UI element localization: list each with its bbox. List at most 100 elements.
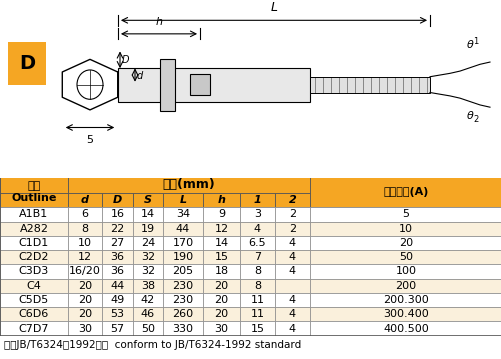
Text: 18: 18	[214, 266, 228, 276]
Bar	[275, 264, 310, 279]
Bar	[275, 250, 310, 264]
Bar	[102, 321, 133, 336]
Bar	[239, 222, 275, 236]
Text: 230: 230	[172, 281, 193, 291]
Text: L: L	[179, 195, 186, 205]
Bar	[163, 264, 202, 279]
Bar	[102, 293, 133, 307]
Bar	[68, 250, 102, 264]
Text: C4: C4	[27, 281, 42, 291]
Bar	[275, 321, 310, 336]
Bar	[0, 264, 68, 279]
Bar	[0, 307, 68, 321]
Text: C7D7: C7D7	[19, 323, 49, 334]
Text: 12: 12	[78, 252, 92, 262]
Text: 15: 15	[250, 323, 264, 334]
Bar	[202, 307, 239, 321]
Text: 8: 8	[254, 266, 261, 276]
Text: 330: 330	[172, 323, 193, 334]
Text: 205: 205	[172, 266, 193, 276]
Bar	[102, 264, 133, 279]
Text: 230: 230	[172, 295, 193, 305]
Text: D: D	[113, 195, 122, 205]
Text: A282: A282	[20, 224, 49, 234]
Text: 5: 5	[86, 135, 93, 145]
Text: 7: 7	[254, 252, 261, 262]
Bar	[189, 74, 209, 95]
Text: d: d	[81, 195, 89, 205]
Bar	[133, 222, 163, 236]
Text: 適用電流(A): 適用電流(A)	[383, 187, 428, 197]
Bar	[239, 307, 275, 321]
Bar	[68, 236, 102, 250]
Bar	[133, 250, 163, 264]
Text: 1: 1	[472, 37, 477, 46]
Text: 46: 46	[141, 309, 155, 319]
Text: θ: θ	[466, 40, 472, 50]
Bar	[310, 177, 501, 207]
Text: C3D3: C3D3	[19, 266, 49, 276]
Text: 44: 44	[175, 224, 190, 234]
Text: 400.500: 400.500	[382, 323, 428, 334]
Bar	[163, 207, 202, 222]
Bar	[0, 207, 68, 222]
Bar	[68, 207, 102, 222]
Text: 6: 6	[81, 209, 88, 219]
Text: 4: 4	[289, 266, 296, 276]
Text: 19: 19	[141, 224, 155, 234]
Bar	[0, 193, 68, 207]
Bar	[133, 321, 163, 336]
Bar	[133, 293, 163, 307]
Bar	[102, 307, 133, 321]
Bar	[118, 68, 310, 102]
Bar	[68, 222, 102, 236]
Bar	[0, 222, 68, 236]
Text: 24: 24	[141, 238, 155, 248]
Text: 36: 36	[110, 266, 124, 276]
Text: 20: 20	[214, 281, 228, 291]
Bar	[275, 279, 310, 293]
Bar	[0, 279, 68, 293]
Bar	[0, 160, 68, 193]
Bar	[102, 279, 133, 293]
Text: C6D6: C6D6	[19, 309, 49, 319]
Bar	[68, 293, 102, 307]
Bar	[239, 250, 275, 264]
Text: 11: 11	[250, 295, 264, 305]
Bar	[163, 222, 202, 236]
Bar	[102, 236, 133, 250]
Bar	[275, 307, 310, 321]
Text: θ: θ	[466, 111, 472, 121]
Bar	[310, 250, 501, 264]
Text: h: h	[155, 17, 162, 27]
Text: 1: 1	[253, 195, 261, 205]
Text: D: D	[122, 55, 129, 65]
Bar	[310, 279, 501, 293]
Bar	[239, 279, 275, 293]
Bar	[239, 207, 275, 222]
Bar	[310, 307, 501, 321]
Text: 4: 4	[254, 224, 261, 234]
Bar	[163, 321, 202, 336]
Bar	[275, 207, 310, 222]
Text: 尺寸(mm): 尺寸(mm)	[162, 178, 215, 191]
Bar	[133, 236, 163, 250]
Bar	[133, 264, 163, 279]
Bar	[133, 279, 163, 293]
Text: 8: 8	[81, 224, 88, 234]
Text: 50: 50	[141, 323, 155, 334]
Bar	[275, 236, 310, 250]
Bar	[275, 222, 310, 236]
Bar	[102, 222, 133, 236]
Bar	[202, 250, 239, 264]
Bar	[310, 321, 501, 336]
Text: h: h	[217, 195, 225, 205]
Text: C5D5: C5D5	[19, 295, 49, 305]
Text: 20: 20	[398, 238, 412, 248]
Bar	[202, 236, 239, 250]
Bar	[133, 207, 163, 222]
Text: 32: 32	[141, 252, 155, 262]
Bar	[102, 207, 133, 222]
Text: 34: 34	[175, 209, 190, 219]
Text: 6.5: 6.5	[248, 238, 266, 248]
